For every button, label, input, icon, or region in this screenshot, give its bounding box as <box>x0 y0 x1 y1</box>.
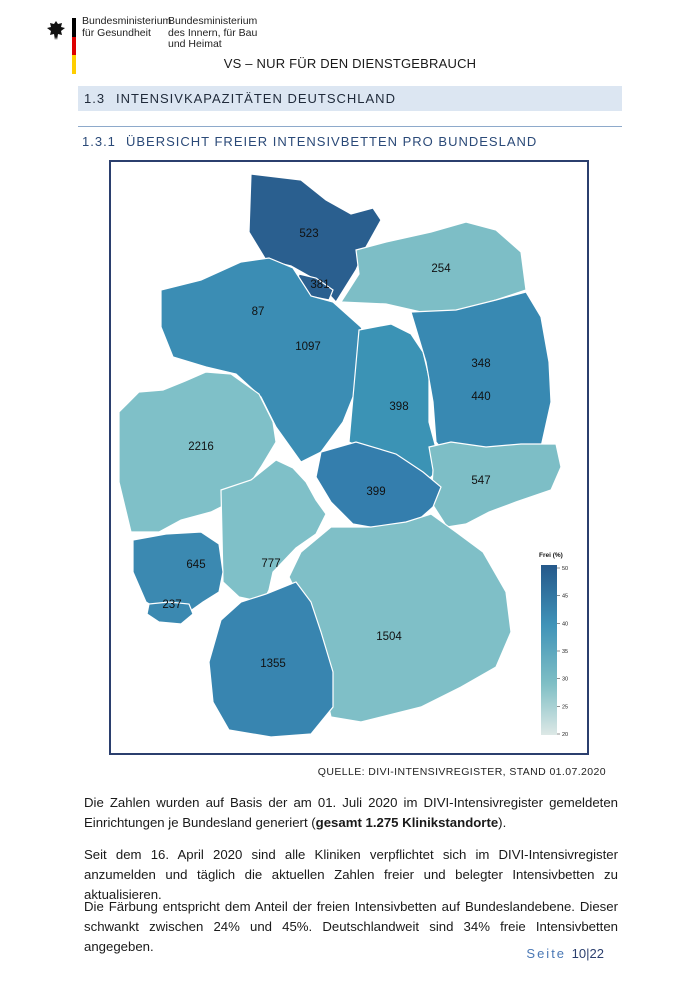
germany-map-figure: 523 381 254 87 1097 348 398 440 2216 547 399 777 645… <box>109 160 589 755</box>
map-region-645 <box>132 531 224 615</box>
source-note: QUELLE: DIVI-INTENSIVREGISTER, STAND 01.… <box>317 766 606 778</box>
map-region-1097 <box>160 257 374 463</box>
legend-colorbar <box>541 565 557 735</box>
map-region-value-label: 1504 <box>376 631 402 643</box>
legend-tick-label: 45 <box>562 594 568 600</box>
p1-text-b: ). <box>498 815 507 830</box>
subsection-title: ÜBERSICHT FREIER INTENSIVBETTEN PRO BUND… <box>126 133 538 149</box>
ministry-interior-logo-text: Bundesministerium des Innern, für Bau un… <box>168 15 258 51</box>
section-heading: 1.3 INTENSIVKAPAZITÄTEN DEUTSCHLAND <box>78 86 622 111</box>
ministry-2-line3: und Heimat <box>168 38 222 50</box>
legend-tick-label: 25 <box>562 704 568 710</box>
map-region-value-label: 547 <box>471 475 490 487</box>
flag-stripe-black <box>72 18 76 37</box>
page-number: Seite 10|22 <box>526 946 604 961</box>
section-title: INTENSIVKAPAZITÄTEN DEUTSCHLAND <box>116 91 396 106</box>
map-region-value-label: 1097 <box>295 341 321 353</box>
map-region-value-label: 645 <box>186 559 205 571</box>
map-region-777 <box>220 459 327 603</box>
federal-eagle-icon <box>47 21 65 40</box>
ministry-2-line2: des Innern, für Bau <box>168 26 258 39</box>
paragraph-obligation: Seit dem 16. April 2020 sind alle Klinik… <box>84 847 618 902</box>
map-region-1355 <box>208 581 334 738</box>
subsection-heading: 1.3.1 ÜBERSICHT FREIER INTENSIVBETTEN PR… <box>78 126 622 155</box>
legend-tick-label: 35 <box>562 649 568 655</box>
ministry-1-line2: für Gesundheit <box>82 26 151 39</box>
map-region-value-label: 523 <box>299 228 318 240</box>
flag-bar <box>72 18 76 74</box>
classification-marking: VS – NUR FÜR DEN DIENSTGEBRAUCH <box>223 56 477 71</box>
legend-tick-label: 30 <box>562 677 568 683</box>
germany-choropleth-map: 523 381 254 87 1097 348 398 440 2216 547 399 777 645… <box>118 173 568 738</box>
flag-stripe-red <box>72 36 76 56</box>
map-region-237 <box>146 601 194 625</box>
page-total: 22 <box>589 946 604 961</box>
map-region-value-label: 440 <box>471 391 490 403</box>
map-region-254 <box>339 221 527 313</box>
map-region-value-label: 348 <box>471 358 490 370</box>
paragraph-data-basis: Die Zahlen wurden auf Basis der am 01. J… <box>84 793 618 833</box>
map-region-value-label: 237 <box>162 599 181 611</box>
map-region-value-label: 381 <box>310 279 329 291</box>
map-region-value-label: 399 <box>366 486 385 498</box>
map-region-547 <box>428 441 562 528</box>
map-region-value-label: 398 <box>389 401 408 413</box>
subsection-number: 1.3.1 <box>82 133 116 149</box>
flag-stripe-gold <box>72 55 76 74</box>
legend-tick-label: 50 <box>562 566 568 572</box>
page-label: Seite <box>526 946 567 961</box>
legend-title: Frei (%) <box>539 552 563 559</box>
map-region-value-label: 777 <box>261 558 280 570</box>
paragraph-coloring: Die Färbung entspricht dem Anteil der fr… <box>84 899 618 954</box>
map-region-value-label: 2216 <box>188 441 214 453</box>
page-current: 10 <box>571 946 587 961</box>
section-number: 1.3 <box>84 91 106 106</box>
p1-bold-total: gesamt 1.275 Klinikstandorte <box>315 815 499 830</box>
ministry-2-line1: Bundesministerium <box>168 15 258 27</box>
ministry-1-line1: Bundesministerium <box>82 15 172 27</box>
ministry-health-logo-text: Bundesministerium für Gesundheit <box>82 15 172 39</box>
page-separator: | <box>586 946 590 961</box>
p1-text-a: Die Zahlen wurden auf Basis der am 01. J… <box>84 795 618 830</box>
map-region-value-label: 1355 <box>260 658 286 670</box>
map-region-value-label: 87 <box>252 306 265 318</box>
map-region-399 <box>315 441 442 531</box>
map-region-value-label: 254 <box>431 263 451 275</box>
legend-tick-label: 40 <box>562 621 568 627</box>
legend-tick-label: 20 <box>562 732 568 738</box>
